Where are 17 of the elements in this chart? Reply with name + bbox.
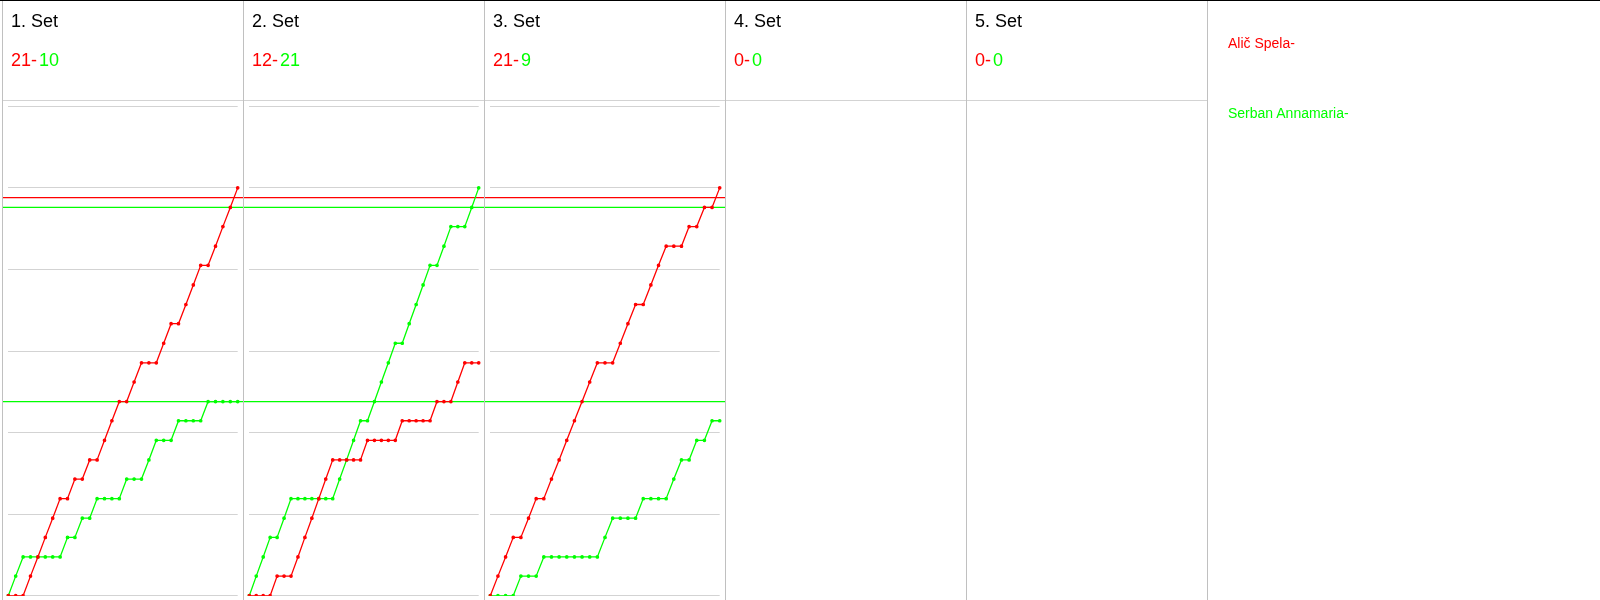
text: 21: [280, 50, 301, 70]
legend-label: Serban Annamaria-: [1228, 105, 1349, 121]
text: 0: [993, 50, 1004, 70]
text: 9: [521, 50, 532, 70]
text: 5. Set: [975, 11, 1024, 32]
text: 0: [752, 50, 763, 70]
text: 12-: [252, 50, 279, 70]
legend-label: Alič Spela-: [1228, 35, 1296, 51]
chart-title: 2. Set: [252, 11, 301, 32]
text: 21-: [11, 50, 38, 70]
text: 0-: [975, 50, 992, 70]
text: 0-: [734, 50, 751, 70]
chart-title: 1. Set: [11, 11, 60, 32]
text: 10: [39, 50, 60, 70]
text: 4. Set: [734, 11, 783, 32]
text: 21-: [493, 50, 520, 70]
chart-title: 3. Set: [493, 11, 542, 32]
